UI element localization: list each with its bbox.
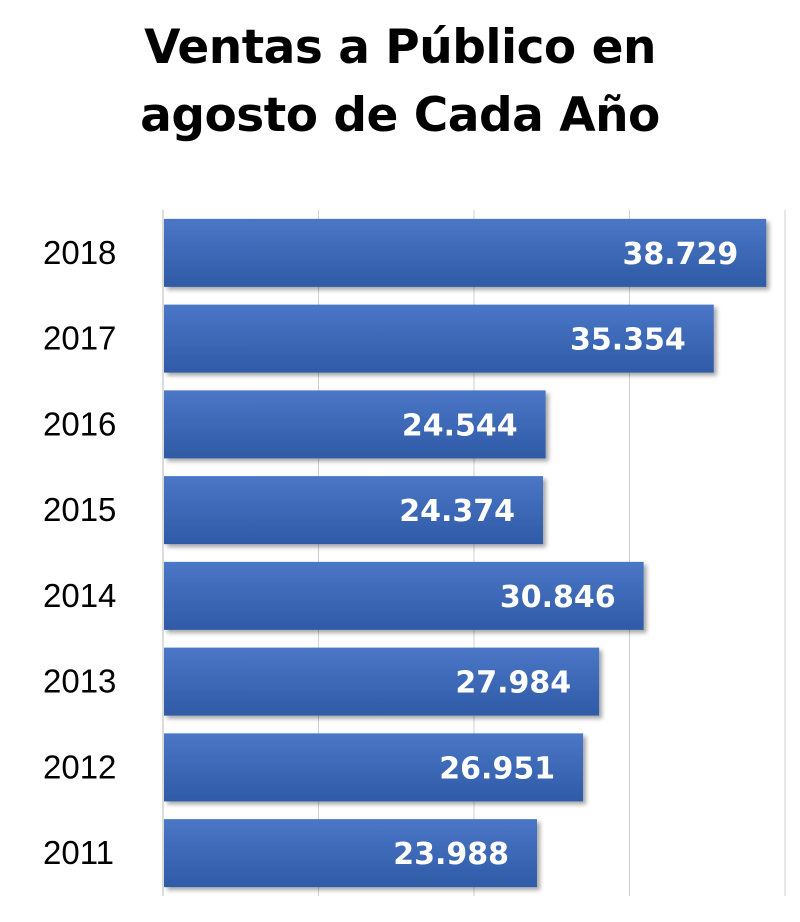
bar-2016 (164, 390, 546, 459)
bar-2015 (164, 476, 544, 545)
data-label-2015: 24.374 (399, 494, 515, 529)
bar-2017 (164, 304, 714, 373)
data-label-2012: 26.951 (439, 751, 555, 786)
category-label-2015: 2015 (43, 491, 116, 528)
category-label-2017: 2017 (43, 320, 116, 357)
category-label-2018: 2018 (43, 234, 116, 271)
chart-title: Ventas a Público en agosto de Cada Año (0, 14, 800, 150)
category-label-2014: 2014 (43, 577, 116, 614)
bar-2014 (164, 561, 644, 630)
bars: 38.729 35.354 24.544 24.374 30.846 27.984 26.9… (164, 218, 767, 888)
data-label-2018: 38.729 (622, 237, 738, 272)
data-label-2011: 23.988 (393, 837, 509, 872)
category-label-2011: 2011 (43, 834, 114, 871)
category-labels: 2018 2017 2016 2015 2014 2013 2012 2011 (43, 234, 116, 871)
category-label-2013: 2013 (43, 663, 116, 700)
data-label-2016: 24.544 (402, 408, 518, 443)
category-label-2012: 2012 (43, 748, 116, 785)
bar-2018 (164, 218, 767, 287)
category-label-2016: 2016 (43, 405, 116, 442)
data-label-2017: 35.354 (570, 323, 686, 358)
data-label-2013: 27.984 (455, 666, 571, 701)
chart-title-line-2: agosto de Cada Año (140, 88, 660, 143)
bar-2012 (164, 733, 584, 802)
chart-title-line-1: Ventas a Público en (144, 20, 656, 75)
bar-2011 (164, 819, 538, 888)
bar-2013 (164, 647, 600, 716)
data-label-2014: 30.846 (500, 580, 616, 615)
